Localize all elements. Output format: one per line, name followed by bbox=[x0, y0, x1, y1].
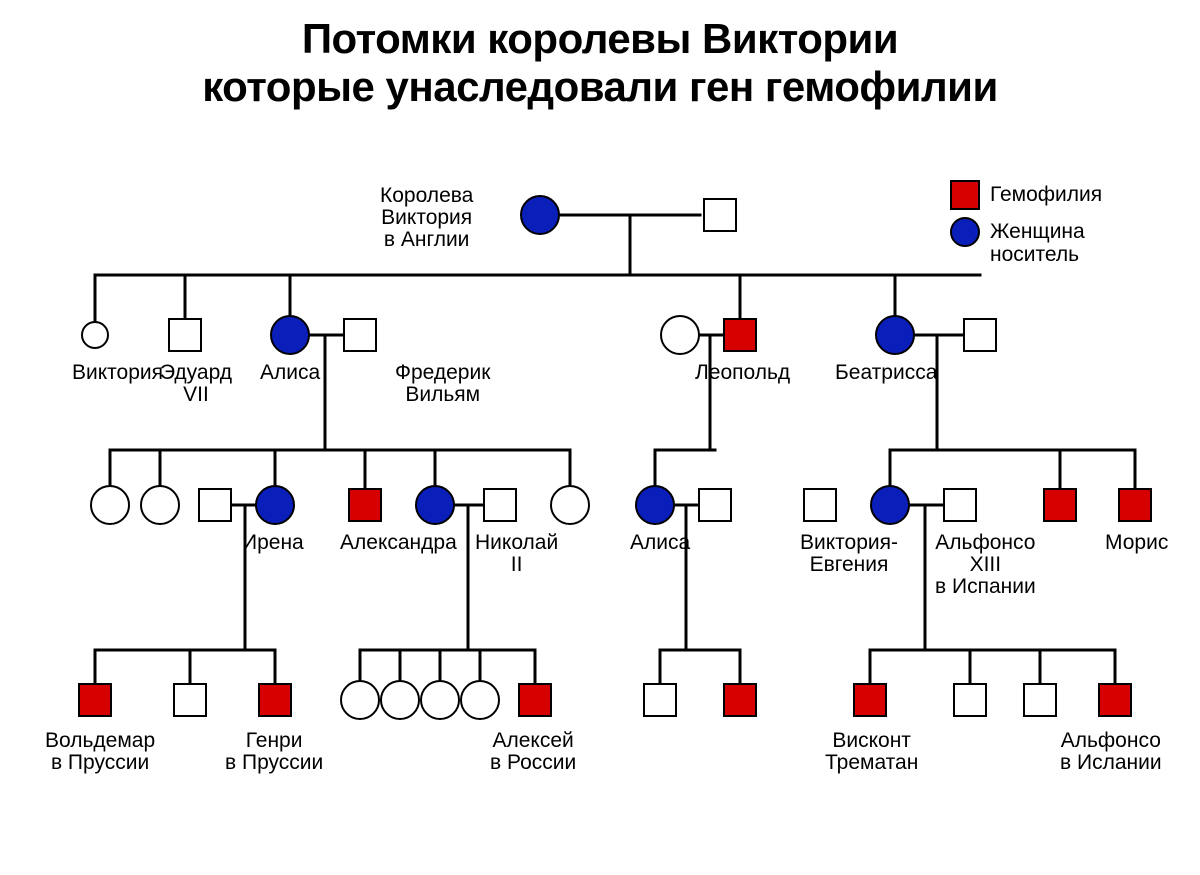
label-alfonso13_lbl: Альфонсо XIII в Испании bbox=[935, 532, 1036, 598]
label-victoria2_lbl: Виктория bbox=[72, 362, 163, 384]
node-alisa2 bbox=[635, 485, 675, 525]
node-g3c2 bbox=[140, 485, 180, 525]
label-alfonso: Альфонсо в Ислании bbox=[1060, 730, 1162, 774]
legend-shape-0 bbox=[950, 180, 980, 210]
node-g4sq4 bbox=[953, 683, 987, 717]
label-alisa2: Алиса bbox=[630, 532, 690, 554]
node-g3c3 bbox=[550, 485, 590, 525]
node-alfonso bbox=[1098, 683, 1132, 717]
legend-label-1: Женщина носитель bbox=[990, 220, 1085, 266]
node-alfonso13_sp bbox=[943, 488, 977, 522]
node-nikolai_sp bbox=[483, 488, 517, 522]
label-fred_lbl: Фредерик Вильям bbox=[395, 362, 490, 406]
label-beatrice: Беатрисса bbox=[835, 362, 937, 384]
node-viceu_sp bbox=[803, 488, 837, 522]
node-g4sq1 bbox=[173, 683, 207, 717]
label-alice: Алиса bbox=[260, 362, 320, 384]
node-g4c1 bbox=[340, 680, 380, 720]
label-moris: Морис bbox=[1105, 532, 1168, 554]
label-edward_lbl: Эдуард VII bbox=[160, 362, 232, 406]
node-g4c4 bbox=[460, 680, 500, 720]
node-alice bbox=[270, 315, 310, 355]
node-beatrice_sp bbox=[963, 318, 997, 352]
node-g4sq5 bbox=[1023, 683, 1057, 717]
node-edward_sp bbox=[168, 318, 202, 352]
label-leopold: Леопольд bbox=[695, 362, 790, 384]
node-viscont bbox=[853, 683, 887, 717]
node-victoria2_sp bbox=[81, 321, 109, 349]
label-viceu: Виктория- Евгения bbox=[800, 532, 898, 576]
node-victoria bbox=[520, 195, 560, 235]
node-moris bbox=[1118, 488, 1152, 522]
node-g3sq2 bbox=[1043, 488, 1077, 522]
node-beatrice bbox=[875, 315, 915, 355]
label-henry: Генри в Пруссии bbox=[225, 730, 323, 774]
node-alexei bbox=[518, 683, 552, 717]
label-viscont: Висконт Трематан bbox=[825, 730, 918, 774]
legend-shape-1 bbox=[950, 217, 980, 247]
node-midA bbox=[660, 315, 700, 355]
node-g4sq2 bbox=[643, 683, 677, 717]
node-henry bbox=[258, 683, 292, 717]
node-g4c2 bbox=[380, 680, 420, 720]
label-voldemar: Вольдемар в Пруссии bbox=[45, 730, 155, 774]
node-irena_sp bbox=[198, 488, 232, 522]
node-irena bbox=[255, 485, 295, 525]
node-albert bbox=[703, 198, 737, 232]
node-voldemar bbox=[78, 683, 112, 717]
label-irena: Ирена bbox=[242, 532, 304, 554]
node-g3c1 bbox=[90, 485, 130, 525]
node-leopold bbox=[723, 318, 757, 352]
node-g4sq3 bbox=[723, 683, 757, 717]
node-alisa2_sp bbox=[698, 488, 732, 522]
label-nikolai_lbl: Николай II bbox=[475, 532, 558, 576]
node-g3sq1 bbox=[348, 488, 382, 522]
node-viceu bbox=[870, 485, 910, 525]
label-victoria: Королева Виктория в Англии bbox=[380, 185, 473, 251]
node-g4c3 bbox=[420, 680, 460, 720]
label-alexei: Алексей в России bbox=[490, 730, 576, 774]
node-alexandra bbox=[415, 485, 455, 525]
label-alexandra: Александра bbox=[340, 532, 457, 554]
node-alice_sp bbox=[343, 318, 377, 352]
legend-label-0: Гемофилия bbox=[990, 183, 1102, 206]
pedigree-lines bbox=[0, 0, 1200, 875]
